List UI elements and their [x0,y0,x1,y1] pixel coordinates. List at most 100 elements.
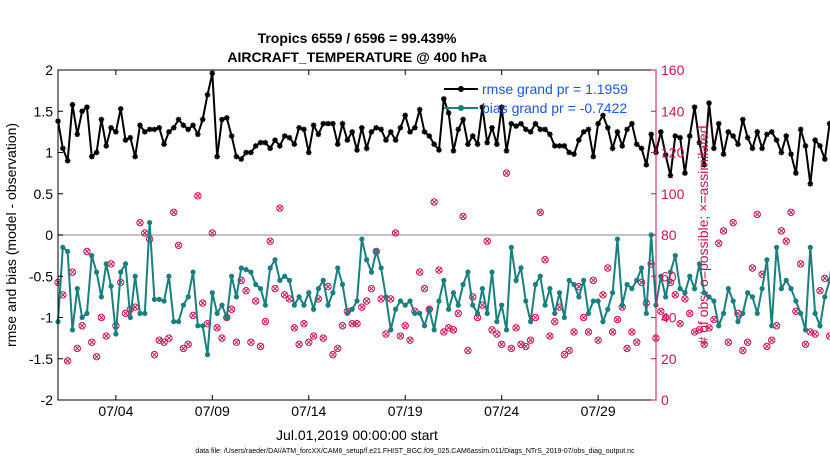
rmse-point [296,124,302,131]
bias-point [436,298,442,304]
bias-point [638,265,645,271]
obs-assimilated-point [754,211,760,218]
bias-point [388,327,394,333]
obs-assimilated-point [60,292,66,298]
bias-point [171,319,177,325]
obs-possible-point [454,309,462,318]
bias-point [204,352,211,358]
bias-point [397,298,404,304]
obs-assimilated-point [277,205,283,211]
rmse-point [802,143,809,149]
bias-point [248,269,254,275]
obs-assimilated-point [108,261,114,267]
right-tick-label: 0 [661,392,669,408]
obs-possible-point [242,286,250,295]
obs-possible-point [237,276,245,285]
obs-assimilated-point [64,358,71,364]
obs-possible-point [430,198,438,206]
obs-assimilated-point [392,230,399,236]
obs-assimilated-point [711,316,717,323]
obs-possible-point [589,276,598,285]
obs-possible-point [440,328,448,336]
left-tick-label: -0.5 [29,268,53,284]
obs-assimilated-point [749,265,756,271]
obs-assimilated-point [185,341,191,347]
right-axis: 0 20 40 60 80 100 120 140 160 [651,62,685,408]
right-tick-label: 20 [661,351,677,367]
obs-possible-point [266,237,274,245]
obs-possible-point [198,299,207,307]
rmse-point [267,145,273,152]
bias-point [185,294,191,300]
obs-assimilated-point [783,238,789,244]
obs-assimilated-point [103,333,109,339]
right-axis-label: # of obs: o=possible; ×=assimilated [695,125,711,344]
rmse-point [180,122,187,129]
bias-point [137,310,143,316]
bias-point [465,269,471,275]
obs-assimilated-point [368,285,375,292]
obs-possible-point [739,346,747,355]
bias-point [79,314,85,321]
rmse-point [354,147,360,153]
bias-point [450,290,457,296]
rmse-point [272,137,278,143]
bias-point [402,302,408,308]
obs-assimilated-point [730,219,736,226]
bias-point [306,290,312,296]
obs-assimilated-point [339,323,346,329]
rmse-point [243,149,249,156]
bias-point [663,294,669,300]
legend-bias-label: bias grand pr = -0.7422 [482,100,627,116]
rmse-point [252,143,259,149]
obs-possible-point [604,264,612,272]
bias-point [132,273,138,279]
bias-point [368,269,375,275]
left-tick-label: 0.5 [34,186,54,202]
rmse-point [412,124,418,131]
bias-point [282,273,288,279]
bias-point [494,319,500,325]
obs-possible-point [232,338,241,346]
bias-point [383,294,389,300]
rmse-point [156,124,163,131]
bias-point [161,298,167,304]
bias-point [229,273,235,279]
obs-possible-point [174,241,183,250]
obs-possible-point [551,317,559,326]
rmse-point [117,105,124,112]
obs-possible-point [63,357,72,365]
chart-subtitle: AIRCRAFT_TEMPERATURE @ 400 hPa [227,49,486,65]
obs-possible-point [401,322,409,330]
bias-point [354,298,360,304]
rmse-point [518,120,524,127]
obs-assimilated-point [190,312,196,319]
obs-assimilated-point [209,230,215,236]
rmse-point [609,145,616,152]
rmse-point [648,131,654,138]
rmse-point [334,141,341,148]
obs-assimilated-point [257,343,264,350]
bias-point [392,306,399,312]
bias-point [108,283,114,289]
rmse-point [421,129,428,135]
obs-possible-point [88,338,96,346]
obs-possible-point [305,338,313,346]
obs-possible-point [623,344,631,353]
obs-assimilated-point [417,269,423,275]
obs-assimilated-point [79,323,85,329]
bias-point [412,310,418,316]
bias-point [778,286,784,292]
obs-assimilated-point [682,296,688,302]
rmse-point [166,129,172,135]
rmse-point [667,172,674,179]
rmse-point [291,141,298,148]
bias-point [532,281,539,288]
bias-point [788,286,794,292]
rmse-point [199,116,206,123]
legend-rmse-marker [458,86,464,92]
rmse-point [817,143,823,149]
rmse-point [585,126,592,133]
obs-assimilated-point [330,351,336,358]
rmse-point [325,120,331,127]
